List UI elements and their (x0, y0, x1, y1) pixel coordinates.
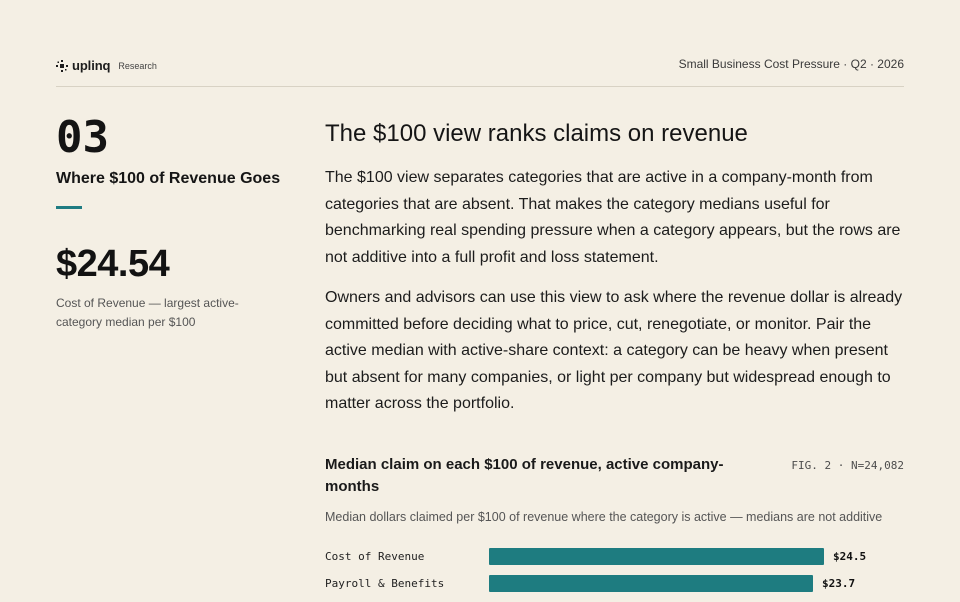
article-body: The $100 view ranks claims on revenue Th… (325, 120, 904, 418)
section-sidebar: 03 Where $100 of Revenue Goes $24.54 Cos… (56, 112, 296, 332)
brand-name: uplinq (72, 58, 111, 73)
bar-track: $23.7 (489, 575, 855, 592)
bar-label: Cost of Revenue (325, 550, 425, 563)
bar-label: Payroll & Benefits (325, 577, 445, 590)
bar-track: $24.5 (489, 548, 866, 565)
bar-row: Payroll & Benefits $23.7 (325, 575, 904, 602)
section-number: 03 (56, 112, 109, 163)
report-title: Small Business Cost Pressure · Q2 · 2026 (678, 57, 904, 71)
chart-figure-tag: FIG. 2 · N=24,082 (791, 459, 904, 472)
brand-subtitle: Research (118, 60, 157, 71)
headline-figure-caption: Cost of Revenue — largest active-categor… (56, 296, 239, 329)
article-paragraph-2: Owners and advisors can use this view to… (325, 289, 903, 412)
bar-value-label: $24.5 (833, 550, 867, 563)
report-page: uplinq Research Small Business Cost Pres… (56, 0, 904, 600)
section-title: Where $100 of Revenue Goes (56, 170, 281, 187)
bar-chart: Median claim on each $100 of revenue, ac… (325, 454, 904, 602)
bar (489, 548, 824, 565)
bar-row: Cost of Revenue $24.5 (325, 548, 904, 575)
accent-rule (56, 206, 82, 209)
article-heading: The $100 view ranks claims on revenue (325, 120, 748, 147)
chart-bars: Cost of Revenue $24.5 Payroll & Benefits $2… (325, 548, 904, 602)
page-header: uplinq Research Small Business Cost Pres… (56, 56, 904, 87)
chart-title: Median claim on each $100 of revenue, ac… (325, 456, 724, 495)
brand[interactable]: uplinq Research (56, 58, 157, 73)
uplinq-logo-icon (56, 59, 68, 72)
chart-subtitle: Median dollars claimed per $100 of reven… (325, 510, 883, 524)
bar (489, 575, 813, 592)
headline-figure: $24.54 (56, 243, 170, 285)
article-paragraph-1: The $100 view separates categories that … (325, 169, 901, 266)
bar-value-label: $23.7 (822, 577, 856, 590)
